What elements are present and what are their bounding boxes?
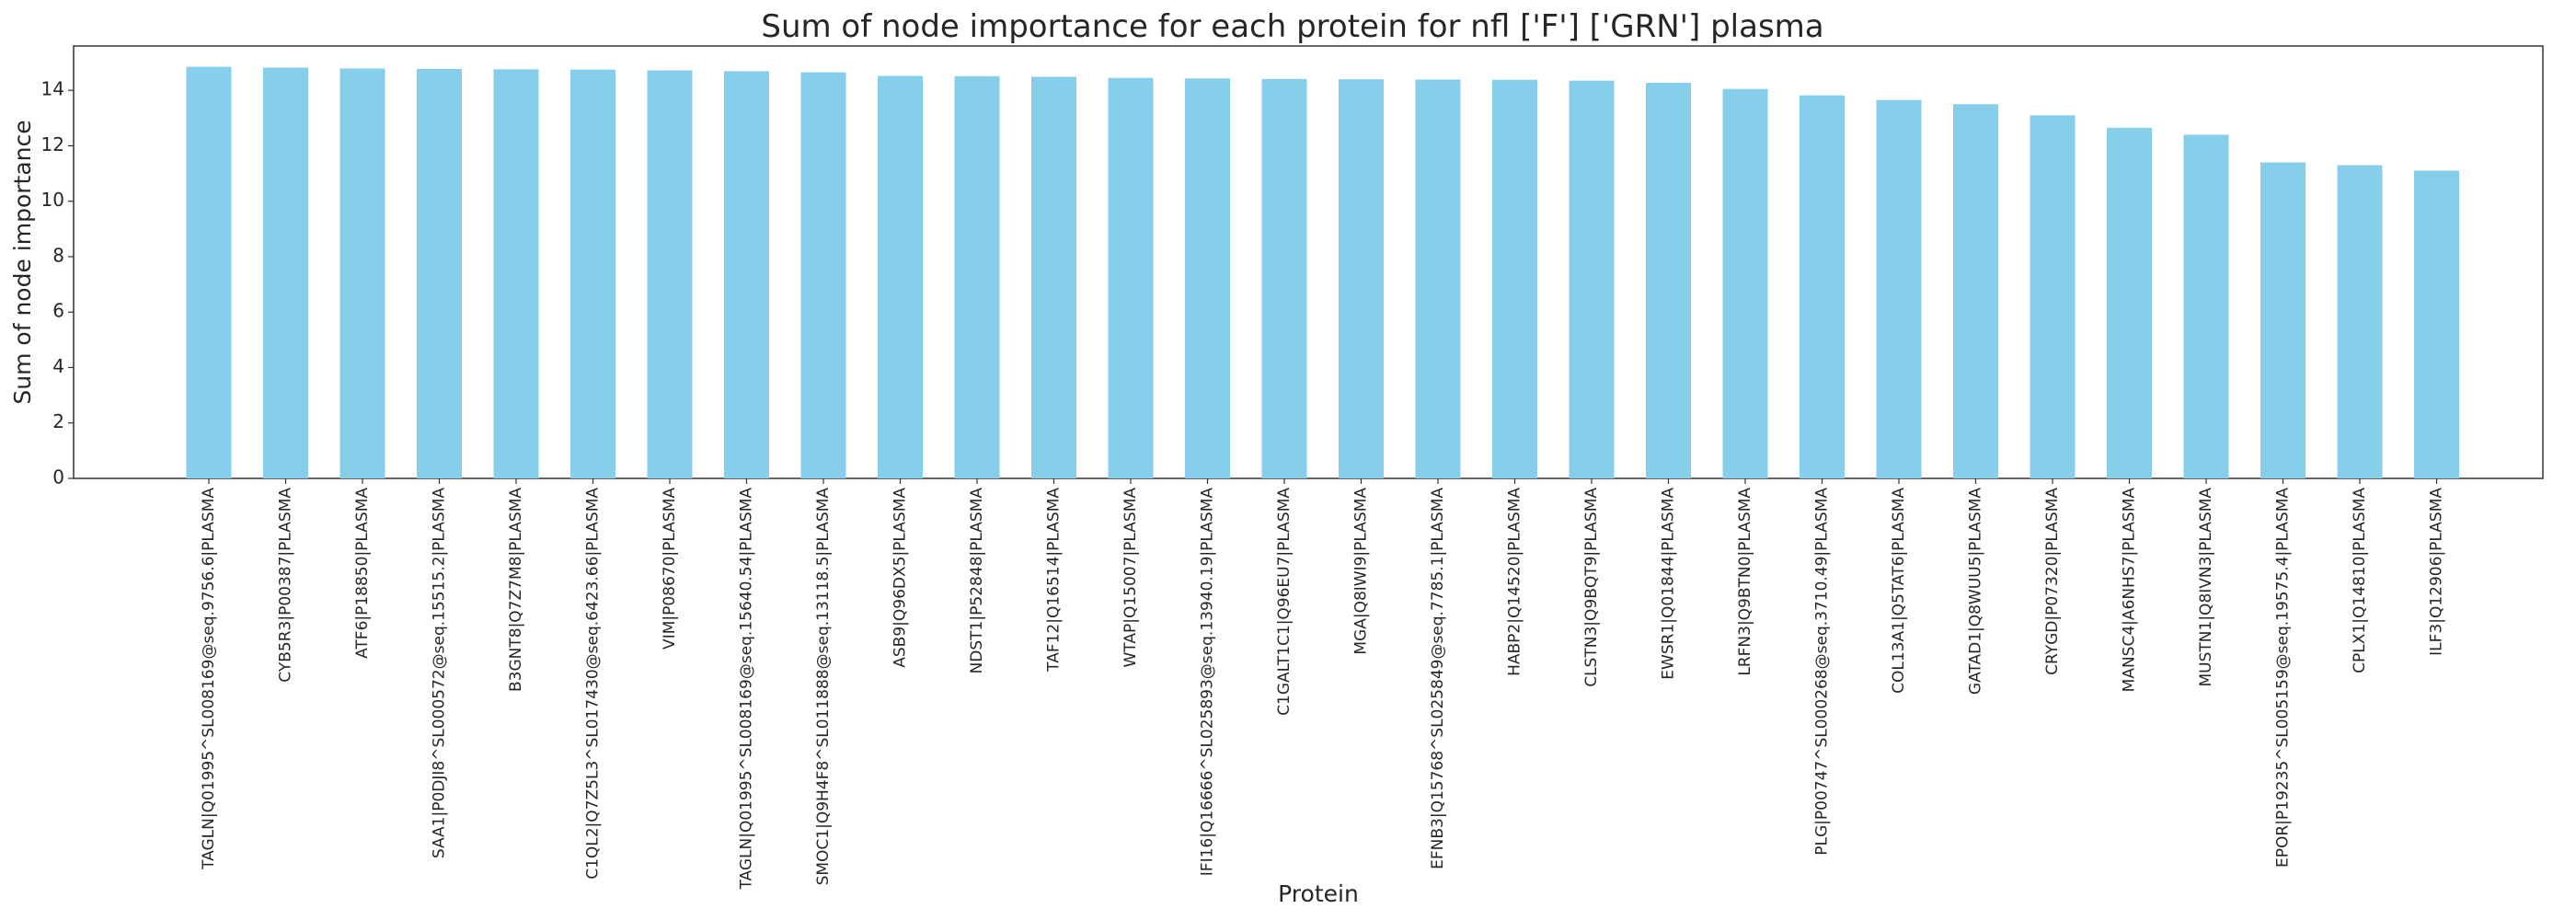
x-tick-label: C1GALT1C1|Q96EU7|PLASMA (1275, 488, 1294, 716)
x-tick-label: TAGLN|Q01995^SL008169@seq.15640.54|PLASM… (738, 488, 756, 891)
bar (1415, 79, 1461, 479)
y-tick-label: 6 (52, 300, 64, 322)
bar (1646, 83, 1691, 478)
y-tick-label: 12 (41, 133, 64, 155)
x-axis-label: Protein (1278, 880, 1359, 907)
plot-area-frame (73, 45, 2544, 479)
x-tick-label: IFI16|Q16666^SL025893@seq.13940.19|PLASM… (1199, 488, 1217, 877)
x-tick-label: SMOC1|Q9H4F8^SL011888@seq.13118.5|PLASMA (814, 488, 833, 886)
x-tick-label: EFNB3|Q15768^SL025849@seq.7785.1|PLASMA (1429, 488, 1447, 869)
bar (1261, 78, 1307, 478)
bar (2107, 127, 2152, 478)
x-tick-label: NDST1|P52848|PLASMA (968, 488, 986, 674)
x-tick-label: MANSC4|A6NHS7|PLASMA (2121, 488, 2139, 693)
bar (186, 66, 232, 478)
bar (339, 68, 385, 479)
x-tick-label: MUSTN1|Q8IVN3|PLASMA (2197, 488, 2215, 687)
y-axis-ticks: 0 2 4 6 8 10 12 14 (41, 78, 74, 489)
bar (1800, 95, 1845, 478)
y-tick-label: 10 (41, 189, 64, 211)
x-tick-label: B3GNT8|Q7Z7M8|PLASMA (507, 488, 525, 692)
x-tick-label: CYB5R3|P00387|PLASMA (277, 488, 295, 683)
bar (1722, 88, 1768, 478)
bar (647, 70, 693, 478)
x-tick-label: ILF3|Q12906|PLASMA (2428, 488, 2446, 656)
chart-title: Sum of node importance for each protein … (761, 8, 1823, 45)
x-tick-label: VIM|P08670|PLASMA (661, 488, 679, 650)
x-tick-label: ASB9|Q96DX5|PLASMA (891, 488, 910, 668)
bar (2183, 134, 2229, 478)
bar (2414, 170, 2459, 478)
x-tick-label: C1QL2|Q7Z5L3^SL017430@seq.6423.66|PLASMA (584, 488, 603, 880)
x-tick-label: PLG|P00747^SL000268@seq.3710.49|PLASMA (1813, 488, 1832, 856)
x-tick-label: CLSTN3|Q9BQT9|PLASMA (1582, 488, 1601, 687)
x-axis-ticks: TAGLN|Q01995^SL008169@seq.9756.6|PLASMA C… (200, 478, 2446, 891)
bar (1031, 76, 1076, 478)
x-tick-label: HABP2|Q14520|PLASMA (1506, 488, 1524, 676)
bar (570, 69, 615, 479)
bar (2260, 162, 2306, 479)
bar (1339, 79, 1384, 479)
bar (1569, 80, 1615, 478)
x-tick-label: COL13A1|Q5TAT6|PLASMA (1890, 488, 1908, 694)
bars-group (186, 66, 2459, 479)
x-tick-label: CRYGD|P07320|PLASMA (2043, 488, 2062, 675)
x-tick-label: EPOR|P19235^SL005159@seq.19575.4|PLASMA (2274, 488, 2293, 868)
bar (1492, 79, 1537, 478)
y-tick-label: 14 (41, 78, 64, 100)
y-axis-label: Sum of node importance (9, 120, 36, 404)
bar (417, 69, 462, 478)
bar (493, 69, 539, 478)
x-tick-label: WTAP|Q15007|PLASMA (1121, 488, 1140, 668)
bar (2337, 165, 2383, 479)
bar (1185, 78, 1230, 478)
y-tick-label: 4 (52, 355, 64, 377)
bar (724, 71, 769, 479)
x-tick-label: EWSR1|Q01844|PLASMA (1660, 488, 1678, 680)
bar (1953, 104, 1998, 479)
x-tick-label: CPLX1|Q14810|PLASMA (2351, 488, 2369, 673)
x-tick-label: LRFN3|Q9BTN0|PLASMA (1736, 488, 1754, 676)
bar (954, 75, 1000, 478)
x-tick-label: ATF6|P18850|PLASMA (353, 488, 372, 659)
y-tick-label: 0 (52, 466, 64, 489)
x-tick-label: TAF12|Q16514|PLASMA (1045, 488, 1064, 673)
bar (800, 72, 846, 479)
x-tick-label: GATAD1|Q8WUU5|PLASMA (1967, 488, 1985, 695)
bar (263, 67, 308, 478)
x-tick-label: SAA1|P0DJI8^SL000572@seq.15515.2|PLASMA (431, 488, 449, 859)
x-tick-label: TAGLN|Q01995^SL008169@seq.9756.6|PLASMA (200, 488, 218, 870)
bar (2030, 115, 2076, 478)
y-tick-label: 2 (52, 410, 64, 432)
x-tick-label: MGA|Q8IWI9|PLASMA (1352, 488, 1371, 655)
bar (1876, 99, 1922, 478)
bar (878, 75, 923, 478)
y-tick-label: 8 (52, 244, 64, 266)
bar (1108, 77, 1154, 479)
